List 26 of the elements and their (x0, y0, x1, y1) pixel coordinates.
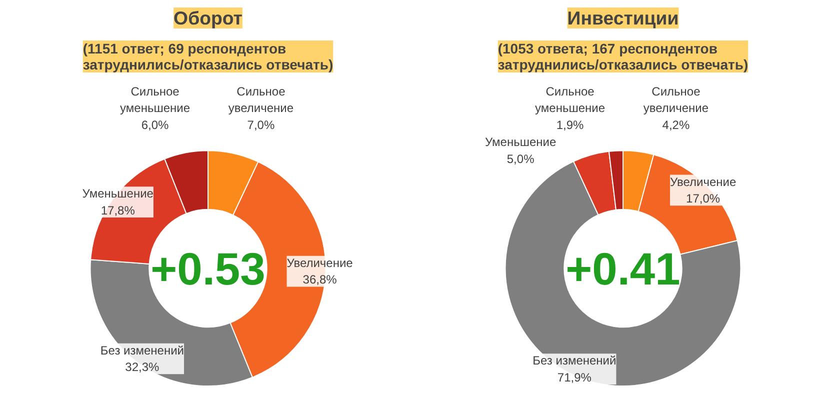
data-label: 71,9% (557, 370, 592, 384)
slice-label: Без изменений (100, 343, 184, 358)
data-label: 4,2% (662, 118, 690, 132)
slice-label: Сильное уменьшение (120, 84, 190, 116)
slice-label: Без изменений (532, 354, 616, 368)
chart-subtitle: (1053 ответа; 167 респондентов затруднились/отказались отвечать) (498, 40, 748, 72)
data-label: 5,0% (506, 152, 535, 166)
slice-label: Сильное увеличение (228, 84, 294, 116)
data-label: 6,0% (141, 118, 170, 132)
slice-label: Сильное уменьшение (535, 84, 606, 116)
slice-label: Уменьшение (484, 135, 556, 150)
slice-label: Увеличение (286, 256, 354, 270)
data-label: 32,3% (125, 360, 160, 374)
chart-title: Оборот (174, 8, 242, 28)
data-label: 1,9% (556, 118, 584, 132)
chart-subtitle: (1151 ответ; 69 респондентов затруднились/отказались отвечать) (82, 40, 334, 72)
data-label: 17,8% (100, 203, 136, 218)
data-label: 17,0% (686, 192, 720, 206)
text: +0.41 (566, 243, 680, 294)
slice-label: Уменьшение (82, 186, 154, 201)
text: +0.53 (150, 243, 266, 294)
data-label: 7,0% (247, 118, 275, 132)
slice-label: Увеличение (670, 174, 736, 189)
chart-title: Инвестиции (567, 8, 679, 28)
slice-label: Сильное увеличение (643, 84, 709, 116)
data-label: 36,8% (302, 272, 338, 287)
